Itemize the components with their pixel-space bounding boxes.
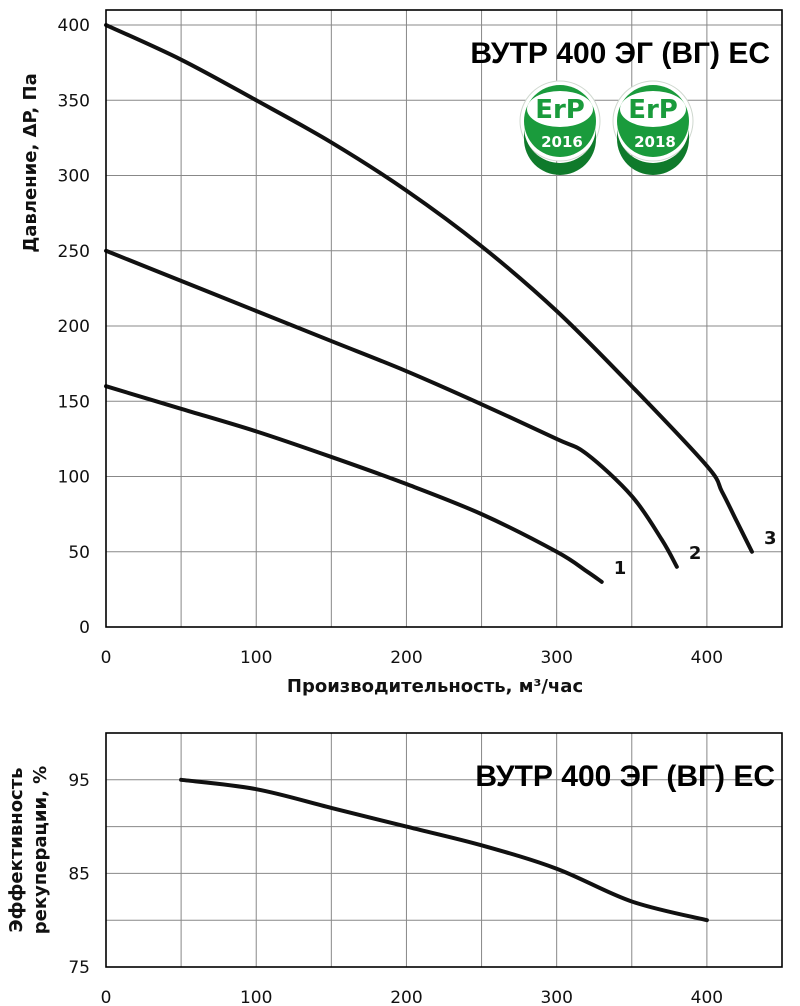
x-tick-label: 400 xyxy=(691,988,723,1006)
svg-text:2016: 2016 xyxy=(541,133,583,151)
y-tick-label: 100 xyxy=(58,468,90,488)
erp-2016-badge-icon: ErP 2016 xyxy=(519,80,601,175)
pressure-x-tick-labels: 0 100 200 300 400 xyxy=(101,648,724,668)
x-tick-label: 200 xyxy=(390,648,422,668)
curve-label-2: 2 xyxy=(689,543,702,564)
curve-1 xyxy=(104,384,604,584)
y-tick-label: 85 xyxy=(68,864,90,884)
efficiency-y-axis-title: Эффективность рекуперации, % xyxy=(6,766,51,934)
curve-efficiency xyxy=(179,777,709,923)
svg-text:ErP: ErP xyxy=(628,95,678,125)
x-tick-label: 200 xyxy=(390,988,422,1006)
x-tick-label: 300 xyxy=(540,648,572,668)
efficiency-chart-title: ВУТР 400 ЭГ (ВГ) ЕС xyxy=(475,760,775,793)
curve-2 xyxy=(104,248,679,569)
curve-label-3: 3 xyxy=(764,528,777,549)
pressure-chart: 0 100 200 300 400 0 50 100 150 200 250 300 350 400 1… xyxy=(20,9,783,697)
erp-2018-badge-icon: ErP 2018 xyxy=(612,80,694,175)
y-tick-label: 200 xyxy=(58,317,90,337)
y-tick-label: 250 xyxy=(58,242,90,262)
y-tick-label: 95 xyxy=(68,771,90,791)
y-tick-label: 150 xyxy=(58,392,90,412)
svg-text:ErP: ErP xyxy=(535,95,585,125)
curve-label-1: 1 xyxy=(614,558,627,579)
x-tick-label: 300 xyxy=(540,988,572,1006)
x-tick-label: 100 xyxy=(240,648,272,668)
y-tick-label: 300 xyxy=(58,167,90,187)
x-tick-label: 0 xyxy=(101,648,112,668)
efficiency-plot-frame xyxy=(105,732,783,968)
y-tick-label: 350 xyxy=(58,91,90,111)
efficiency-chart: 0 100 200 300 400 75 85 95 ВУТР 400 ЭГ (ВГ) ЕС… xyxy=(6,732,783,1006)
pressure-curve-labels: 1 2 3 xyxy=(614,528,777,579)
y-tick-label: 50 xyxy=(68,543,90,563)
y-tick-label: 0 xyxy=(79,618,90,638)
pressure-x-axis-title: Производительность, м³/час xyxy=(287,676,583,697)
curve-3 xyxy=(104,23,754,554)
svg-text:2018: 2018 xyxy=(634,133,676,151)
efficiency-y-tick-labels: 75 85 95 xyxy=(68,771,90,978)
efficiency-x-tick-labels: 0 100 200 300 400 xyxy=(101,988,724,1006)
pressure-y-tick-labels: 0 50 100 150 200 250 300 350 400 xyxy=(58,16,90,638)
pressure-plot-frame xyxy=(105,9,783,628)
y-tick-label: 400 xyxy=(58,16,90,36)
pressure-chart-title: ВУТР 400 ЭГ (ВГ) ЕС xyxy=(470,37,770,70)
x-tick-label: 100 xyxy=(240,988,272,1006)
efficiency-curves xyxy=(179,777,709,923)
y-tick-label: 75 xyxy=(68,958,90,978)
x-tick-label: 400 xyxy=(691,648,723,668)
pressure-curves xyxy=(104,23,754,584)
x-tick-label: 0 xyxy=(101,988,112,1006)
pressure-y-axis-title: Давление, ΔP, Па xyxy=(20,73,41,252)
efficiency-grid xyxy=(106,733,783,967)
